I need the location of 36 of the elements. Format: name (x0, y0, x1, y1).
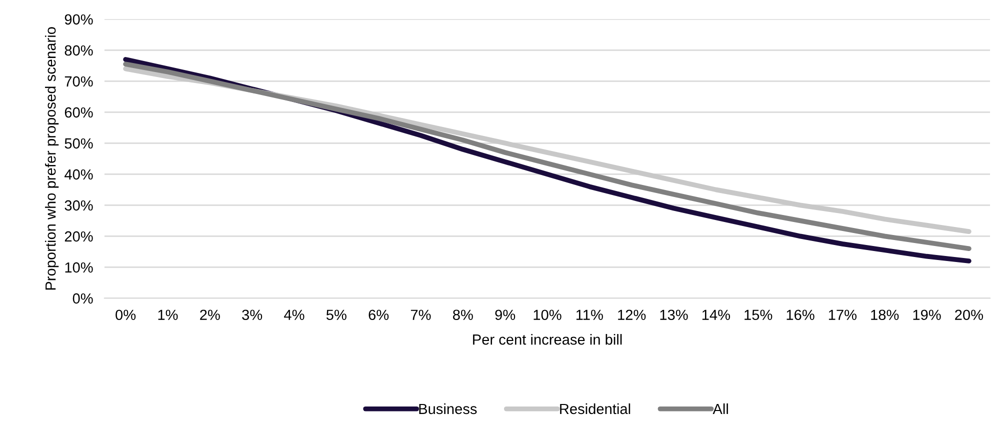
x-tick-label: 12% (618, 310, 646, 320)
y-tick-label: 0% (72, 293, 93, 304)
x-tick-label: 15% (744, 310, 772, 320)
x-tick-label: 5% (326, 310, 346, 320)
x-tick-label: 3% (242, 310, 262, 320)
x-tick-label: 14% (702, 310, 730, 320)
y-tick-label: 60% (64, 107, 93, 118)
x-tick-label: 20% (955, 310, 984, 320)
x-tick-label: 7% (410, 310, 431, 320)
y-tick-label: 50% (64, 138, 93, 149)
y-tick-label: 30% (64, 200, 93, 211)
x-tick-label: 1% (158, 310, 178, 320)
legend-label: All (712, 403, 728, 414)
x-tick-label: 11% (576, 310, 603, 320)
x-tick-label: 18% (871, 310, 899, 320)
x-tick-label: 2% (200, 310, 220, 320)
y-tick-label: 40% (64, 169, 93, 180)
x-tick-label: 0% (116, 310, 136, 320)
x-axis-title: Per cent increase in bill (473, 334, 622, 345)
x-tick-label: 10% (534, 310, 562, 320)
y-axis-title: Proportion who prefer proposed scenario (45, 27, 59, 290)
x-tick-label: 17% (828, 310, 857, 320)
y-tick-label: 10% (65, 262, 93, 273)
x-tick-label: 19% (913, 310, 941, 320)
x-tick-label: 6% (368, 310, 389, 320)
x-tick-label: 13% (660, 310, 688, 320)
legend-label: Business (419, 403, 477, 414)
y-tick-label: 90% (64, 14, 93, 25)
x-tick-label: 9% (495, 310, 516, 320)
x-tick-label: 8% (453, 310, 473, 320)
y-tick-label: 70% (64, 76, 93, 87)
legend-label: Residential (560, 403, 630, 414)
x-tick-label: 4% (284, 310, 304, 320)
y-tick-label: 20% (64, 231, 93, 242)
y-tick-label: 80% (64, 45, 93, 56)
x-tick-label: 16% (786, 310, 814, 320)
